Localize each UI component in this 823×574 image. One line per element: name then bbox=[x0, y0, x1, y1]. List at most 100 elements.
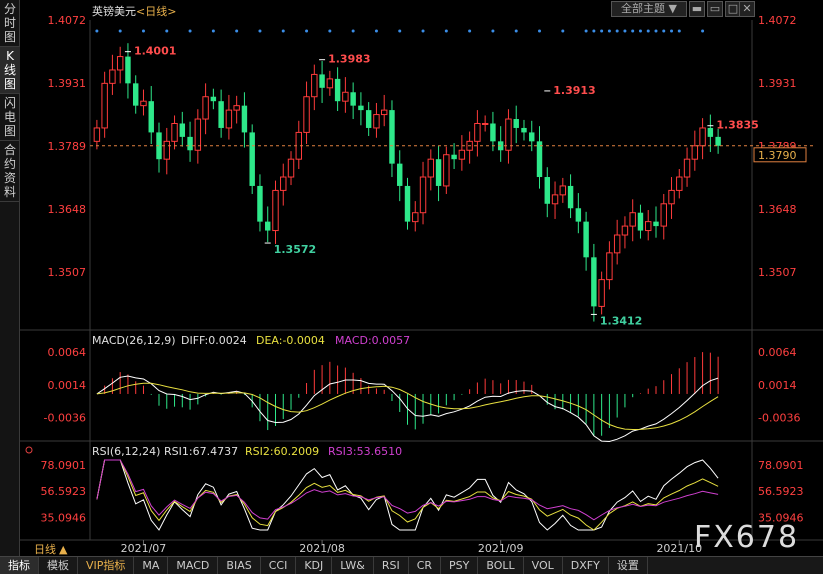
candle-body bbox=[474, 122, 481, 142]
candle-body bbox=[210, 96, 217, 102]
signal-dot bbox=[305, 29, 309, 33]
rsi-ytick-right: 35.0946 bbox=[758, 512, 804, 525]
candle-body bbox=[319, 74, 325, 88]
last-price-box bbox=[753, 147, 807, 163]
candle-body bbox=[334, 78, 341, 102]
candle-body bbox=[551, 194, 559, 205]
macd-header: MACD(26,12,9) bbox=[92, 334, 176, 347]
candle-body bbox=[637, 212, 644, 231]
candle-body bbox=[311, 73, 318, 98]
rsi2-label: RSI2:60.2009 bbox=[245, 445, 319, 458]
macd-ytick-right: -0.0036 bbox=[758, 412, 800, 425]
signal-dot bbox=[95, 29, 99, 33]
macd-ytick-right: 0.0014 bbox=[758, 379, 797, 392]
price-ytick-right: 1.3931 bbox=[758, 77, 797, 90]
maximize-icon[interactable]: □ bbox=[725, 1, 741, 17]
close-icon[interactable]: ✕ bbox=[739, 1, 755, 17]
annotation-label: 1.3835 bbox=[716, 119, 758, 132]
bottom-tab-rsi[interactable]: RSI bbox=[374, 557, 409, 574]
candle-body bbox=[621, 225, 629, 236]
candle-body bbox=[645, 221, 652, 232]
x-axis: 2021/07 2021/08 2021/09 2021/10 bbox=[121, 540, 702, 555]
signal-dot bbox=[662, 29, 666, 33]
price-ytick-left: 1.3931 bbox=[48, 77, 87, 90]
signal-dot bbox=[631, 29, 635, 33]
candle-body bbox=[458, 149, 466, 160]
bottom-tab-ma[interactable]: MA bbox=[134, 557, 169, 574]
signal-dot bbox=[165, 29, 169, 33]
restore-icon[interactable]: ▭ bbox=[707, 1, 723, 17]
candle-body bbox=[490, 123, 496, 142]
candle-body bbox=[272, 189, 279, 232]
candle-body bbox=[613, 234, 621, 254]
period-selector[interactable]: 日线 ▲ bbox=[34, 542, 68, 556]
candle-body bbox=[156, 132, 162, 160]
bottom-tab-[interactable]: 模板 bbox=[39, 557, 78, 574]
candle-body bbox=[358, 105, 364, 111]
candle-body bbox=[233, 105, 240, 111]
period-label[interactable]: <日线> bbox=[136, 5, 177, 18]
candle-body bbox=[691, 145, 699, 160]
minimize-icon[interactable]: ▬ bbox=[689, 1, 705, 17]
sidebar-tab-0[interactable]: 分时图 bbox=[0, 0, 20, 47]
candle-body bbox=[404, 185, 411, 222]
candle-body bbox=[660, 203, 667, 227]
candle-body bbox=[668, 189, 675, 205]
bottom-tab-kdj[interactable]: KDJ bbox=[296, 557, 333, 574]
signal-dot bbox=[235, 29, 239, 33]
bottom-tab-[interactable]: 设置 bbox=[609, 557, 648, 574]
candle-body bbox=[653, 221, 659, 227]
bottom-tab-[interactable]: 指标 bbox=[0, 557, 39, 574]
bottom-tab-vol[interactable]: VOL bbox=[524, 557, 563, 574]
macd-dea-label: DEA:-0.0004 bbox=[256, 334, 325, 347]
rsi-ytick-right: 78.0901 bbox=[758, 459, 804, 472]
candle-body bbox=[179, 123, 186, 137]
candle-body bbox=[241, 105, 248, 133]
rsi3-line bbox=[96, 459, 719, 521]
theme-select[interactable]: 全部主题 ▼ bbox=[611, 1, 687, 17]
candle-body bbox=[451, 154, 457, 160]
bottom-tab-cci[interactable]: CCI bbox=[261, 557, 297, 574]
bottom-tab-psy[interactable]: PSY bbox=[441, 557, 479, 574]
sidebar-tab-3[interactable]: 合约资料 bbox=[0, 141, 20, 202]
candle-body bbox=[163, 140, 170, 160]
bottom-tab-macd[interactable]: MACD bbox=[168, 557, 219, 574]
bottom-tab-lw[interactable]: LW& bbox=[332, 557, 374, 574]
candle-body bbox=[419, 176, 427, 214]
bottom-tab-cr[interactable]: CR bbox=[409, 557, 442, 574]
signal-dot bbox=[328, 29, 332, 33]
signal-dot bbox=[281, 29, 285, 33]
candle-body bbox=[225, 109, 233, 129]
period-selector-label: 日线 bbox=[34, 542, 56, 556]
candle-body bbox=[303, 96, 310, 133]
indicator-tab-bar: 指标 模板 VIP指标 MA MACD BIAS CCI KDJ LW& RSI CR PSY BOLL… bbox=[0, 556, 823, 574]
bottom-tab-vip[interactable]: VIP指标 bbox=[78, 557, 135, 574]
candle-body bbox=[536, 141, 543, 178]
candle-body bbox=[125, 56, 131, 84]
macd-ytick-right: 0.0064 bbox=[758, 346, 797, 359]
candle-body bbox=[342, 91, 349, 102]
bottom-tab-boll[interactable]: BOLL bbox=[478, 557, 524, 574]
signal-dot bbox=[258, 29, 262, 33]
candle-body bbox=[132, 83, 139, 106]
candle-body bbox=[715, 136, 721, 146]
signal-dot bbox=[538, 29, 542, 33]
bottom-tab-bias[interactable]: BIAS bbox=[218, 557, 261, 574]
signal-dot bbox=[141, 29, 145, 33]
macd-dea-line bbox=[96, 382, 719, 431]
candle-body bbox=[140, 100, 147, 107]
chart-title: 英镑美元<日线> bbox=[92, 3, 176, 19]
bottom-tab-dxfy[interactable]: DXFY bbox=[563, 557, 609, 574]
signal-dot bbox=[188, 29, 192, 33]
signal-dot bbox=[701, 29, 705, 33]
x-tick-label: 2021/10 bbox=[656, 542, 702, 555]
macd-ytick-left: 0.0064 bbox=[48, 346, 87, 359]
candle-body bbox=[505, 118, 512, 151]
price-ytick-right: 1.3648 bbox=[758, 203, 797, 216]
sidebar-tab-2[interactable]: 闪电图 bbox=[0, 94, 20, 141]
settings-dot-icon[interactable] bbox=[25, 446, 33, 454]
signal-dot bbox=[607, 29, 611, 33]
